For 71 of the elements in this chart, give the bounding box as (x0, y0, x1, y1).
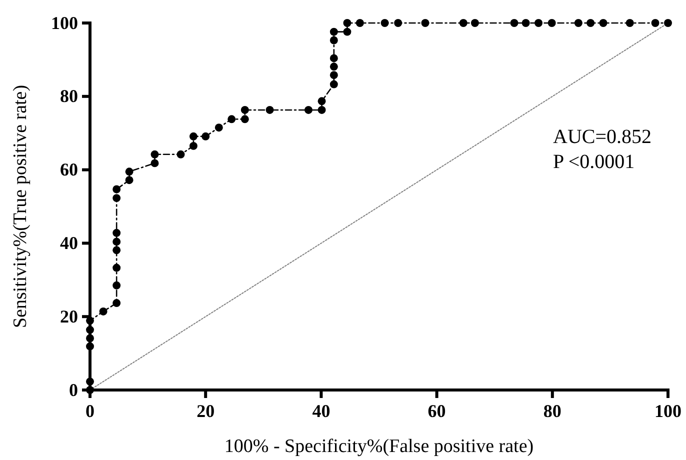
point (112, 228, 121, 237)
y-axis-title: Sensitivity%(True positive rate) (10, 84, 31, 328)
point (202, 132, 210, 140)
x-tick-label: 0 (86, 400, 94, 421)
point (318, 106, 326, 114)
point (86, 386, 94, 394)
point (214, 124, 223, 132)
y-tick-label: 60 (60, 160, 78, 180)
point (534, 19, 543, 27)
point (112, 194, 121, 202)
point (330, 62, 338, 71)
x-tick-label: 100 (654, 400, 682, 421)
point (86, 326, 94, 334)
point (330, 71, 338, 80)
y-tick-label: 40 (60, 232, 78, 253)
point (189, 142, 198, 150)
point (394, 19, 402, 27)
point (266, 106, 274, 114)
point (112, 185, 121, 194)
point (380, 19, 389, 27)
x-tick-label: 20 (196, 400, 215, 421)
point (356, 19, 364, 27)
point (240, 115, 249, 124)
point (99, 307, 108, 316)
annotation: AUC=0.852 (553, 126, 652, 148)
point (574, 19, 582, 27)
point (664, 19, 672, 27)
point (599, 19, 608, 27)
x-axis-title: 100% - Specificity%(False positive rate) (224, 436, 534, 457)
point (330, 54, 338, 62)
point (651, 19, 660, 27)
x-tick-label: 40 (312, 400, 330, 421)
point (176, 150, 185, 158)
point (125, 176, 134, 184)
point (459, 19, 468, 27)
point (86, 334, 94, 342)
point (112, 281, 121, 290)
point (343, 28, 352, 36)
annotation: P <0.0001 (553, 151, 635, 173)
y-tick-label: 80 (60, 86, 78, 106)
point (125, 168, 134, 176)
point (112, 299, 121, 307)
point (150, 159, 159, 168)
point (330, 80, 338, 88)
point (150, 150, 159, 158)
point (240, 106, 249, 114)
point (86, 316, 94, 325)
y-tick-label: 100 (51, 12, 78, 33)
point (510, 19, 518, 27)
point (330, 36, 338, 44)
point (112, 238, 121, 246)
point (586, 19, 595, 27)
point (548, 19, 556, 27)
point (86, 378, 94, 386)
point (343, 19, 352, 27)
point (228, 115, 236, 124)
point (330, 28, 338, 36)
x-tick-label: 60 (428, 400, 446, 421)
point (522, 19, 530, 27)
point (112, 246, 121, 254)
x-tick-label: 80 (543, 400, 562, 421)
point (470, 19, 479, 27)
point (626, 19, 634, 27)
y-tick-label: 0 (69, 380, 78, 400)
point (112, 264, 121, 272)
point (421, 19, 430, 27)
point (304, 106, 312, 114)
y-tick-label: 20 (60, 306, 78, 326)
point (86, 342, 94, 350)
point (318, 97, 326, 106)
point (189, 132, 198, 140)
